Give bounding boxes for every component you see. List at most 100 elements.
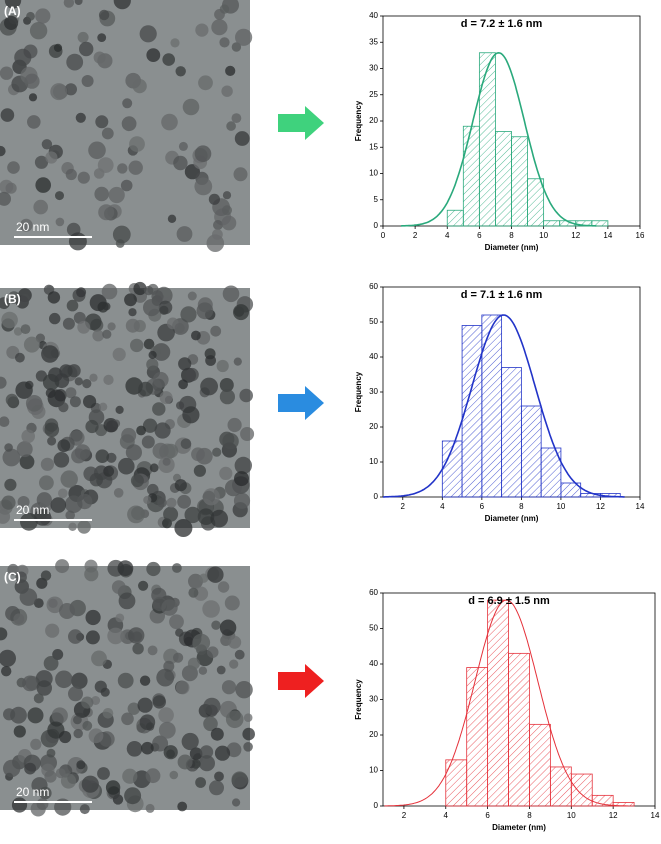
particle — [226, 121, 236, 131]
particle — [53, 43, 63, 53]
particle — [203, 697, 221, 716]
chart-title: d = 7.2 ± 1.6 nm — [461, 18, 543, 30]
particle — [177, 494, 192, 509]
particle — [16, 441, 33, 458]
particle — [228, 635, 242, 649]
particle — [65, 387, 77, 399]
particle — [216, 359, 229, 373]
particle — [157, 497, 167, 508]
particle — [170, 38, 180, 48]
particle — [213, 220, 223, 230]
x-tick-label: 12 — [571, 231, 580, 240]
particle — [59, 730, 72, 744]
particle — [221, 215, 237, 231]
particle — [180, 306, 197, 323]
particle — [219, 37, 230, 48]
particle — [185, 367, 199, 382]
particle — [3, 708, 16, 721]
particle — [57, 439, 71, 453]
particle — [188, 587, 199, 598]
x-tick-label: 0 — [381, 231, 386, 240]
particle — [175, 66, 186, 77]
particle — [55, 191, 64, 201]
particle — [219, 378, 234, 392]
particle — [211, 620, 221, 630]
particle — [158, 707, 174, 723]
particle — [0, 108, 15, 122]
x-axis-label: Diameter (nm) — [485, 243, 539, 252]
particle — [146, 561, 161, 577]
panel-label: (A) — [4, 4, 21, 18]
particle — [239, 388, 253, 403]
particle — [219, 4, 230, 14]
histogram-bar — [446, 209, 464, 227]
particle — [117, 672, 134, 689]
particle — [152, 735, 169, 752]
y-tick-label: 40 — [369, 11, 378, 20]
histogram-bar — [501, 367, 522, 498]
particle — [36, 798, 49, 810]
arrow — [278, 106, 324, 140]
particle — [35, 8, 51, 24]
particle — [243, 742, 253, 752]
particle — [64, 495, 83, 513]
particle — [178, 379, 189, 390]
particle — [217, 581, 230, 593]
particle — [222, 205, 232, 216]
particle — [44, 770, 57, 783]
particle — [42, 374, 60, 391]
histogram-bar — [487, 599, 509, 807]
particle — [156, 668, 175, 687]
particle — [169, 770, 179, 780]
particle — [162, 457, 171, 466]
particle — [0, 509, 11, 524]
particle — [205, 355, 217, 366]
particle — [211, 19, 228, 36]
particle — [221, 85, 233, 97]
x-tick-label: 14 — [651, 811, 660, 820]
particle — [200, 377, 219, 396]
particle — [40, 457, 55, 471]
particle — [225, 710, 244, 729]
histogram-bar — [508, 652, 530, 807]
x-tick-label: 2 — [401, 502, 406, 511]
fit-curve — [383, 314, 625, 498]
particle — [55, 768, 66, 779]
particle — [98, 9, 110, 21]
particle — [207, 566, 224, 583]
particle — [126, 741, 143, 757]
particle — [199, 573, 209, 583]
particle — [62, 317, 75, 330]
particle — [26, 11, 35, 21]
particle — [130, 474, 144, 488]
particle — [147, 645, 158, 656]
particle — [112, 347, 126, 361]
particle — [82, 720, 93, 731]
particle — [115, 613, 125, 623]
histogram-bar — [462, 125, 480, 227]
particle — [233, 357, 242, 366]
particle — [94, 186, 109, 202]
particle — [191, 759, 201, 769]
particle — [149, 463, 159, 473]
particle — [97, 33, 107, 42]
particle — [73, 715, 82, 725]
particle — [121, 712, 134, 726]
particle — [92, 329, 104, 342]
particle — [176, 226, 193, 242]
particle — [47, 291, 61, 304]
particle — [73, 728, 83, 739]
y-tick-label: 20 — [369, 116, 378, 125]
particle — [20, 512, 38, 531]
particle — [35, 177, 51, 193]
particle — [192, 633, 211, 652]
particle — [137, 697, 153, 713]
y-tick-label: 15 — [369, 142, 378, 151]
scale-bar-label: 20 nm — [16, 503, 49, 517]
particle — [39, 475, 54, 491]
x-tick-label: 8 — [509, 231, 514, 240]
particle — [141, 741, 154, 755]
particle — [210, 325, 222, 337]
particle — [7, 161, 20, 174]
